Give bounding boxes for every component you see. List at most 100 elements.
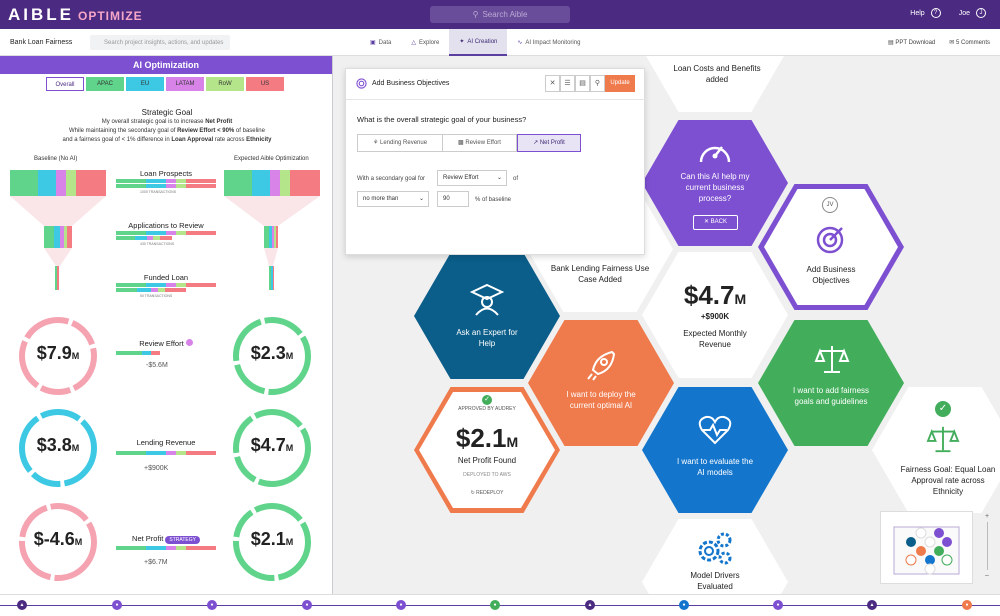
net-profit-found-value: $2.1M <box>455 423 519 453</box>
avatar-jv: JV <box>822 197 838 213</box>
hex-add-business-objectives-label: Add Business Objectives <box>806 265 856 285</box>
timeline-node[interactable]: ● <box>679 600 689 610</box>
help-link[interactable]: Help <box>910 9 925 17</box>
app-logo[interactable]: AIBLE OPTIMIZE <box>8 5 143 25</box>
timeline-node[interactable]: ● <box>207 600 217 610</box>
comment-icon: ✉ <box>949 40 956 46</box>
deployed-to-label: DEPLOYED TO AWS <box>463 472 511 478</box>
zoom-out-icon[interactable]: – <box>985 572 989 579</box>
update-button[interactable]: Update <box>605 75 635 92</box>
database-icon: ▣ <box>370 40 376 46</box>
hex-can-ai-help-label: Can this AI help my current business pro… <box>680 172 750 203</box>
zoom-in-icon[interactable]: + <box>984 513 990 520</box>
notes-icon[interactable]: ▤ <box>575 75 590 92</box>
option-net-profit[interactable]: ↗ Net Profit <box>517 134 581 152</box>
region-tab-eu[interactable]: EU <box>126 77 164 91</box>
timeline-node[interactable]: ● <box>302 600 312 610</box>
help-icon[interactable]: ? <box>930 8 941 18</box>
ppt-download-button[interactable]: ▤ PPT Download <box>888 40 936 46</box>
timeline-node[interactable]: ● <box>773 600 783 610</box>
option-lending-revenue[interactable]: ⚘ Lending Revenue <box>357 134 443 152</box>
top-bar: AIBLE OPTIMIZE ⚲ Search Aible Help ? Joe… <box>0 0 1000 29</box>
tab-ai-impact-monitoring[interactable]: ∿ AI Impact Monitoring <box>517 39 581 47</box>
timeline-node[interactable]: ● <box>490 600 500 610</box>
goal-line-2: While maintaining the secondary goal of … <box>69 128 265 134</box>
hex-bank-use-case-label: Bank Lending Fairness Use Case Added <box>550 264 650 284</box>
hex-evaluate-models[interactable] <box>642 387 788 513</box>
ring-lending-revenue-baseline <box>19 409 97 487</box>
close-icon[interactable]: ✕ <box>545 75 560 92</box>
pin-icon[interactable]: ⚲ <box>590 75 605 92</box>
goal-line-3: and a fairness goal of < 1% difference i… <box>62 137 272 143</box>
zoom-track <box>986 522 988 570</box>
stage1-count: 1000 TRANSACTIONS <box>140 190 177 194</box>
hex-fairness-goal-label: Fairness Goal: Equal Loan Approval rate … <box>900 465 996 496</box>
hex-model-drivers-label: Model Drivers Evaluated <box>690 571 740 591</box>
hex-evaluate-models-label: I want to evaluate the AI models <box>676 457 754 477</box>
region-tab-latam[interactable]: LATAM <box>166 77 204 91</box>
stage3-bar <box>116 283 216 287</box>
dialog-title: Add Business Objectives <box>372 80 450 87</box>
option-review-effort[interactable]: ▩ Review Effort <box>443 134 517 152</box>
project-search-input[interactable]: Search project insights, actions, and up… <box>90 35 230 50</box>
ring-review-effort-expected <box>233 317 311 395</box>
comments-button[interactable]: ✉ 5 Comments <box>949 40 990 46</box>
ring-net-profit-expected-value: $2.1M <box>250 529 294 549</box>
dialog-divider <box>346 99 646 100</box>
project-search-placeholder: Search project insights, actions, and up… <box>104 39 224 46</box>
expected-label: Expected Aible Optimization <box>234 156 309 162</box>
region-tab-apac[interactable]: APAC <box>86 77 124 91</box>
document-icon: ▤ <box>888 40 896 46</box>
global-search-placeholder: Search Aible <box>482 10 528 19</box>
timeline-node[interactable]: ▲ <box>585 600 595 610</box>
stage2-bar <box>116 231 216 235</box>
timeline-bar: ▲ ● ● ● ● ● ▲ ● ● ▲ ● <box>0 594 1000 616</box>
back-button[interactable]: ✕ BACK <box>693 215 738 230</box>
canvas-minimap[interactable] <box>880 511 973 584</box>
strategic-goal-question: What is the overall strategic goal of yo… <box>357 115 527 124</box>
stage-funded-loan: Funded Loan <box>143 273 189 282</box>
region-tab-row[interactable]: RoW <box>206 77 244 91</box>
hex-ask-expert-label: Ask an Expert for Help <box>456 328 518 348</box>
review-icon: ▩ <box>458 140 466 146</box>
hex-deploy-ai[interactable] <box>528 320 674 446</box>
comparator-select[interactable]: no more than ⌄ <box>357 191 429 207</box>
ring-lending-revenue-expected <box>233 409 311 487</box>
tab-explore[interactable]: △ Explore <box>411 39 440 47</box>
metric-review-effort: Review Effort <box>116 339 216 348</box>
strategic-goal: Strategic Goal My overall strategic goal… <box>20 108 314 145</box>
list-icon[interactable]: ☰ <box>560 75 575 92</box>
expected-funnel <box>224 170 320 290</box>
main-tabs: ▣ Data △ Explore ✦ AI Creation ∿ AI Impact M… <box>360 29 590 56</box>
tab-ai-creation[interactable]: ✦ AI Creation <box>449 29 508 56</box>
timeline-node[interactable]: ● <box>962 600 972 610</box>
secondary-goal-select[interactable]: Review Effort ⌄ <box>437 170 507 186</box>
timeline-line <box>0 605 1000 606</box>
tab-data[interactable]: ▣ Data <box>370 39 392 47</box>
zoom-slider[interactable]: + – <box>984 513 990 583</box>
goal-line-1: My overall strategic goal is to increase… <box>101 119 233 125</box>
baseline-funnel <box>10 170 106 290</box>
region-tab-overall[interactable]: Overall <box>46 77 84 91</box>
timeline-node[interactable]: ● <box>396 600 406 610</box>
gears-icon <box>698 532 732 565</box>
global-search-input[interactable]: ⚲ Search Aible <box>430 6 570 23</box>
stage1-bar-2 <box>116 184 216 188</box>
timeline-node[interactable]: ▲ <box>867 600 877 610</box>
explore-icon: △ <box>411 40 416 46</box>
lending-revenue-bar <box>116 451 216 455</box>
redeploy-button[interactable]: ↻ REDEPLOY <box>470 490 504 496</box>
ring-net-profit-baseline-value: $-4.6M <box>33 529 83 549</box>
wand-icon: ✦ <box>459 39 465 45</box>
ai-optimization-panel: AI Optimization Overall APAC EU LATAM Ro… <box>0 56 333 594</box>
baseline-label: Baseline (No AI) <box>34 156 78 162</box>
hex-add-fairness[interactable] <box>758 320 904 446</box>
region-tab-us[interactable]: US <box>246 77 284 91</box>
ring-review-effort-expected-value: $2.3M <box>250 343 294 363</box>
user-avatar[interactable]: J <box>976 8 986 18</box>
timeline-node[interactable]: ● <box>112 600 122 610</box>
user-name[interactable]: Joe <box>958 9 970 17</box>
threshold-input[interactable]: 90 <box>437 191 469 207</box>
timeline-node[interactable]: ▲ <box>17 600 27 610</box>
hex-ask-expert[interactable] <box>414 253 560 379</box>
